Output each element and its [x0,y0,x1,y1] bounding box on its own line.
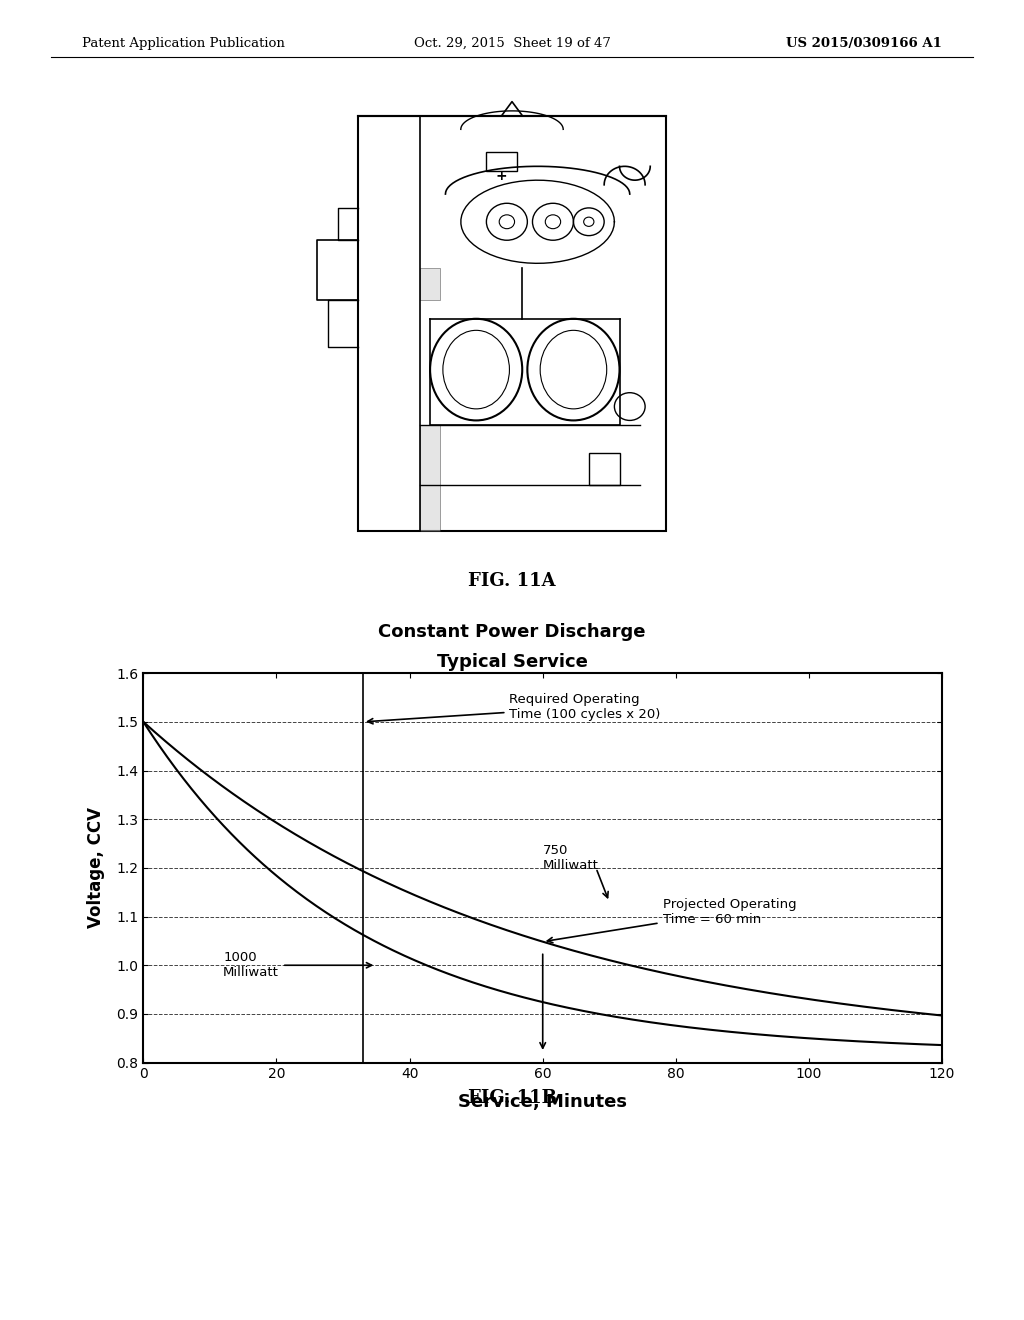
Text: Required Operating
Time (100 cycles x 20): Required Operating Time (100 cycles x 20… [368,693,660,723]
Text: +: + [496,169,508,182]
Text: US 2015/0309166 A1: US 2015/0309166 A1 [786,37,942,50]
Text: Patent Application Publication: Patent Application Publication [82,37,285,50]
Polygon shape [420,425,440,532]
Polygon shape [420,268,440,301]
Bar [486,153,517,172]
Text: FIG. 11B: FIG. 11B [468,1089,556,1107]
Bar [589,453,620,486]
X-axis label: Service, Minutes: Service, Minutes [458,1093,628,1110]
Y-axis label: Voltage, CCV: Voltage, CCV [87,808,105,928]
Text: Projected Operating
Time = 60 min: Projected Operating Time = 60 min [547,898,796,942]
Text: FIG. 11A: FIG. 11A [468,572,556,590]
Text: 750
Milliwatt: 750 Milliwatt [543,845,599,873]
Text: Oct. 29, 2015  Sheet 19 of 47: Oct. 29, 2015 Sheet 19 of 47 [414,37,610,50]
Bar [358,116,666,532]
Text: 1000
Milliwatt: 1000 Milliwatt [223,952,372,979]
Text: Typical Service: Typical Service [436,653,588,672]
Text: Constant Power Discharge: Constant Power Discharge [378,623,646,642]
